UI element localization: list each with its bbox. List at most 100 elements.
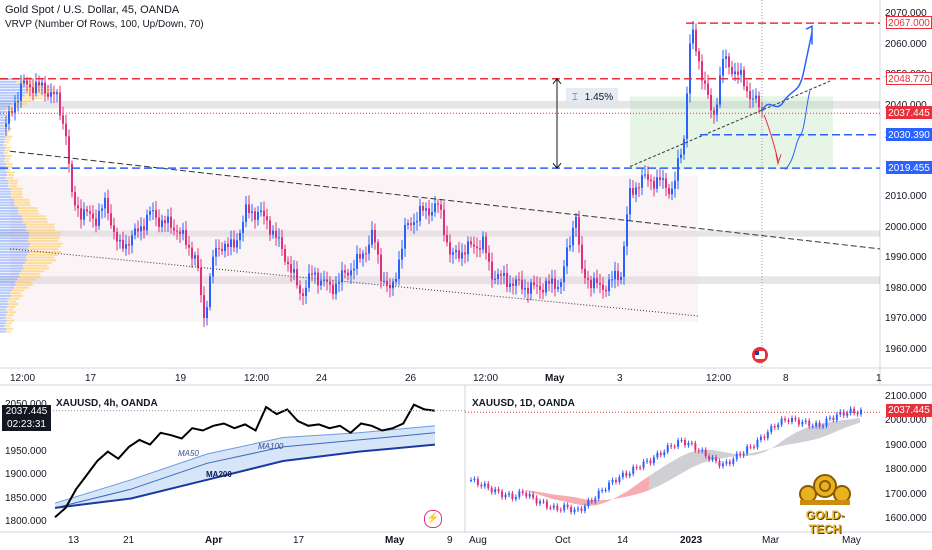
- daily-candle-down: [570, 507, 573, 513]
- volume-bar-up: [0, 127, 6, 130]
- daily-candle-up: [573, 509, 576, 513]
- sub1d-time-tick: 2023: [680, 535, 703, 546]
- candle-up: [545, 280, 547, 293]
- candle-up: [557, 286, 559, 289]
- candle-up: [320, 280, 322, 286]
- candle-down: [200, 267, 202, 296]
- candle-up: [260, 210, 262, 212]
- candle-down: [11, 111, 13, 113]
- candle-down: [476, 246, 478, 249]
- candle-down: [65, 123, 67, 137]
- volume-bar-up: [0, 275, 20, 278]
- recovery-forecast-path: [784, 90, 811, 170]
- candle-down: [143, 226, 145, 231]
- daily-candle-up: [514, 497, 517, 499]
- volume-bar-up: [0, 261, 25, 264]
- candle-up: [575, 216, 577, 228]
- volume-bar-up: [0, 327, 7, 330]
- candle-down: [707, 83, 709, 95]
- time-tick: May: [545, 373, 565, 384]
- candle-up: [722, 58, 724, 76]
- level-label: 2030.390: [886, 127, 932, 141]
- candle-up: [362, 253, 364, 259]
- candle-up: [14, 102, 16, 113]
- candle-down: [365, 253, 367, 255]
- candle-down: [71, 163, 73, 193]
- volume-bar-down: [6, 319, 15, 322]
- candle-down: [386, 280, 388, 286]
- candle-up: [509, 283, 511, 287]
- candle-down: [158, 217, 160, 227]
- daily-candle-up: [756, 439, 759, 448]
- time-tick: 19: [175, 373, 187, 384]
- candle-up: [497, 274, 499, 279]
- volume-bar-up: [0, 116, 4, 119]
- daily-candle-down: [635, 466, 638, 468]
- volume-bar-down: [29, 250, 62, 253]
- volume-bar-down: [21, 270, 45, 273]
- volume-bar-up: [0, 253, 28, 256]
- daily-candle-down: [787, 420, 790, 422]
- price-tick: 1990.000: [885, 252, 927, 263]
- ma-ribbon: [55, 425, 435, 508]
- candle-up: [566, 247, 568, 267]
- sub4h-time-tick: 13: [68, 535, 80, 546]
- candle-down: [638, 187, 640, 189]
- candle-down: [698, 51, 700, 62]
- volume-bar-down: [9, 292, 21, 295]
- candle-up: [56, 92, 58, 95]
- volume-bar-down: [5, 330, 12, 333]
- candle-up: [677, 158, 679, 181]
- volume-bar-up: [0, 141, 5, 144]
- candle-up: [551, 278, 553, 284]
- candle-up: [656, 177, 658, 189]
- level-label: 2019.455: [886, 161, 932, 175]
- candle-down: [533, 282, 535, 286]
- daily-candle-down: [715, 457, 718, 462]
- candle-down: [710, 94, 712, 111]
- volume-bar-up: [0, 231, 30, 234]
- measure-tool-box[interactable]: ⌶ 1.45%: [566, 88, 618, 108]
- ma50-line: [54, 425, 436, 504]
- daily-candle-up: [759, 436, 762, 440]
- daily-candle-down: [697, 450, 700, 452]
- candle-up: [101, 208, 103, 211]
- candle-down: [491, 261, 493, 280]
- volume-bar-down: [26, 259, 57, 262]
- candle-up: [50, 92, 52, 97]
- candle-down: [188, 244, 190, 248]
- sub4h-price-tick: 1900.000: [5, 469, 47, 481]
- candle-down: [590, 279, 592, 289]
- daily-candle-down: [832, 417, 835, 421]
- daily-candle-up: [528, 494, 531, 497]
- volume-bar-down: [26, 226, 55, 229]
- volume-bar-down: [26, 229, 56, 232]
- daily-candle-down: [559, 509, 562, 511]
- daily-candle-up: [822, 425, 825, 427]
- candle-up: [740, 70, 742, 75]
- volume-bar-up: [0, 330, 6, 333]
- volume-bar-down: [3, 143, 8, 146]
- candle-up: [146, 214, 148, 231]
- us-flag-event-icon[interactable]: [752, 347, 768, 363]
- lightning-icon[interactable]: ⚡: [424, 510, 442, 528]
- candle-down: [62, 115, 64, 124]
- candle-up: [341, 270, 343, 283]
- candle-down: [227, 243, 229, 248]
- vrvp-indicator-label[interactable]: VRVP (Number Of Rows, 100, Up/Down, 70): [5, 19, 204, 30]
- volume-bar-up: [0, 220, 23, 223]
- zone-band: [0, 276, 880, 284]
- candle-up: [152, 210, 154, 212]
- volume-bar-up: [0, 102, 13, 105]
- candle-up: [257, 211, 259, 220]
- daily-candle-up: [583, 506, 586, 511]
- daily-candle-down: [497, 489, 500, 492]
- candle-up: [368, 244, 370, 254]
- candle-up: [35, 81, 37, 94]
- daily-candle-up: [632, 466, 635, 474]
- level-label: 2037.445: [886, 106, 932, 120]
- volume-bar-down: [8, 303, 19, 306]
- volume-bar-down: [5, 135, 13, 138]
- volume-bar-up: [0, 245, 30, 248]
